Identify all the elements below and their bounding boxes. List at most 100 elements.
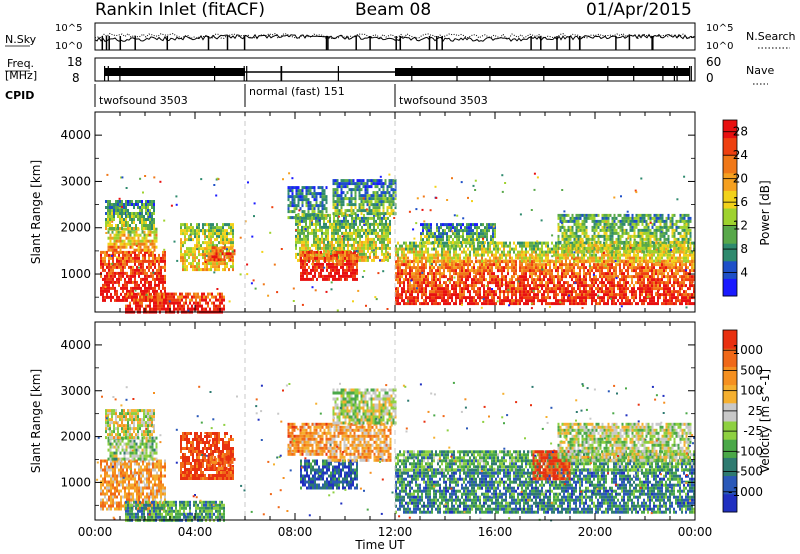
echo-cell (489, 250, 491, 254)
echo-cell (491, 250, 493, 254)
echo-cell (129, 233, 132, 237)
echo-cell (154, 295, 156, 299)
echo-cell (401, 296, 403, 300)
echo-cell (152, 289, 154, 293)
echo-cell (121, 209, 123, 212)
echo-cell (435, 284, 437, 288)
echo-cell (131, 239, 134, 243)
echo-cell (433, 256, 435, 260)
echo-cell (507, 253, 509, 257)
echo-cell (595, 269, 597, 273)
echo-cell (120, 250, 122, 254)
echo-cell (147, 245, 150, 249)
echo-cell (459, 244, 461, 248)
echo-cell (429, 266, 431, 270)
echo-cell (615, 296, 617, 300)
echo-cell (663, 269, 665, 273)
echo-cell (693, 263, 695, 267)
echo-cell (151, 215, 153, 218)
echo-cell (215, 298, 217, 302)
echo-cell (378, 197, 381, 201)
echo-cell (651, 284, 653, 288)
echo-cell (395, 247, 397, 251)
echo-cell (226, 232, 228, 236)
echo-cell (525, 278, 527, 282)
echo-cell (437, 296, 439, 300)
echo-cell (385, 225, 387, 229)
echo-cell (320, 253, 322, 257)
echo-cell (493, 244, 495, 248)
echo-cell (156, 259, 158, 263)
echo-cell (609, 278, 611, 282)
echo-cell (535, 266, 537, 270)
echo-cell (409, 296, 411, 300)
echo-cell (423, 293, 425, 297)
echo-cell (419, 250, 421, 254)
echo-cell (131, 236, 134, 240)
echo-cell (129, 295, 131, 299)
echo-cell (387, 231, 389, 235)
echo-cell (467, 272, 469, 276)
echo-cell (331, 234, 333, 238)
echo-cell (110, 286, 112, 290)
echo-cell (200, 244, 202, 248)
echo-cell (366, 185, 369, 189)
echo-cell (316, 268, 318, 272)
echo-cell (573, 302, 575, 306)
echo-cell (365, 231, 367, 235)
echo-cell (191, 298, 193, 302)
echo-cell (149, 209, 151, 212)
echo-cell (104, 277, 106, 281)
echo-cell (374, 179, 377, 183)
echo-cell (218, 229, 220, 233)
echo-cell (130, 274, 132, 278)
echo-cell (421, 259, 423, 263)
echo-cell (373, 255, 375, 259)
echo-cell (141, 304, 143, 308)
echo-cell (633, 287, 635, 291)
echo-cell (321, 207, 324, 211)
echo-cell (383, 246, 385, 250)
echo-cell (198, 265, 200, 269)
echo-cell (515, 266, 517, 270)
echo-cell (384, 182, 387, 186)
echo-cell (333, 213, 335, 217)
echo-cell (447, 253, 449, 257)
echo-cell (487, 269, 489, 273)
echo-cell (445, 275, 447, 279)
echo-cell (585, 272, 587, 276)
echo-cell (449, 244, 451, 248)
echo-cell (449, 290, 451, 294)
echo-cell (595, 278, 597, 282)
echo-cell (133, 212, 135, 215)
echo-cell (387, 243, 389, 247)
echo-cell (373, 216, 375, 220)
echo-cell (481, 250, 483, 254)
echo-cell (336, 209, 339, 213)
echo-cell (119, 230, 122, 234)
echo-cell (413, 284, 415, 288)
echo-cell (397, 250, 399, 254)
echo-cell (169, 301, 171, 305)
echo-cell (102, 295, 104, 299)
echo-cell (665, 269, 667, 273)
echo-cell (509, 253, 511, 257)
echo-cell (209, 298, 211, 302)
echo-cell (135, 242, 138, 246)
echo-cell (505, 244, 507, 248)
echo-cell (671, 272, 673, 276)
echo-cell (143, 221, 145, 224)
echo-cell (689, 281, 691, 285)
echo-cell (114, 286, 116, 290)
echo-cell (177, 301, 179, 305)
echo-cell (659, 263, 661, 267)
echo-cell (175, 292, 177, 296)
echo-cell (134, 295, 136, 299)
echo-cell (691, 263, 693, 267)
echo-cell (595, 299, 597, 303)
echo-cell (198, 244, 200, 248)
echo-cell (213, 304, 215, 308)
echo-cell (115, 236, 118, 240)
echo-cell (147, 248, 150, 252)
echo-cell (334, 271, 336, 275)
